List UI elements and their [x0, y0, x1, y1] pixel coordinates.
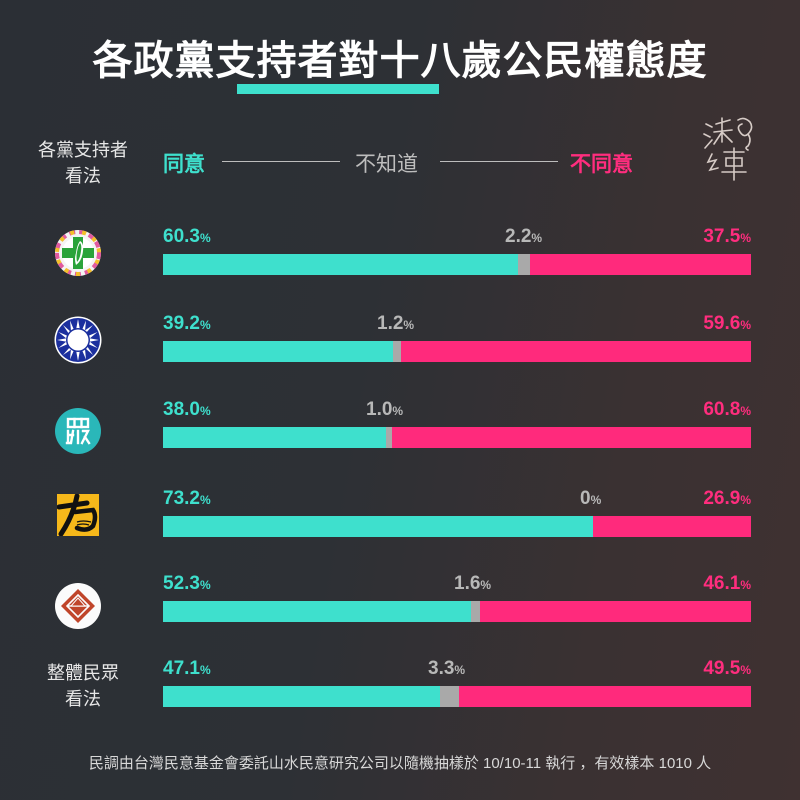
agree-value: 52.3% [163, 573, 211, 594]
overall-row-label: 整體民眾 看法 [28, 660, 138, 712]
bar-segment-agree [163, 601, 471, 622]
survey-footnote: 民調由台灣民意基金會委託山水民意研究公司以隨機抽樣於 10/10-11 執行 ，… [88, 755, 712, 772]
bar-segment-dont-know [439, 686, 460, 707]
kmt-logo-icon [54, 316, 102, 364]
disagree-value: 49.5% [703, 658, 751, 679]
bar-segment-agree [163, 516, 593, 537]
dont-know-value: 1.0% [366, 399, 404, 420]
row-label-line2: 看法 [65, 166, 101, 186]
title-prefix: 各政黨支持者對 [92, 38, 380, 84]
stacked-bar [163, 341, 751, 362]
stacked-bar [163, 601, 751, 622]
row-label-line1: 各黨支持者 [38, 140, 128, 160]
disagree-value: 59.6% [703, 313, 751, 334]
chart-row-npp: 73.2% 0% 26.9% [0, 488, 800, 568]
agree-value: 60.3% [163, 226, 211, 247]
bar-segment-disagree [592, 516, 751, 537]
agree-value: 39.2% [163, 313, 211, 334]
bar-segment-dont-know [393, 341, 401, 362]
bar-segment-agree [163, 686, 440, 707]
stacked-bar [163, 254, 751, 275]
chart-row-dpp: 60.3% 2.2% 37.5% [0, 226, 800, 306]
signature-logo-icon [703, 117, 753, 181]
title-highlight: 十八歲公民權 [379, 38, 626, 84]
agree-value: 73.2% [163, 488, 211, 509]
npp-logo-icon [57, 494, 99, 536]
page-title: 各政黨支持者對十八歲公民權態度 [0, 28, 800, 86]
legend-dont-know: 不知道 [355, 153, 418, 176]
bar-segment-dont-know [470, 601, 480, 622]
tsp-logo-icon [55, 583, 101, 629]
bar-segment-disagree [530, 254, 751, 275]
title-suffix: 態度 [625, 38, 708, 84]
disagree-value: 37.5% [703, 226, 751, 247]
legend-disagree: 不同意 [570, 153, 633, 176]
dont-know-value: 1.6% [454, 573, 492, 594]
dont-know-value: 0% [580, 488, 602, 509]
chart-row-tpp: 1.0% 38.0% 60.8% [0, 399, 800, 479]
bar-segment-disagree [392, 427, 751, 448]
disagree-value: 60.8% [703, 399, 751, 420]
row-label-header: 各黨支持者 看法 [28, 137, 138, 189]
dont-know-value: 2.2% [505, 226, 543, 247]
agree-value: 47.1% [163, 658, 211, 679]
bar-segment-agree [163, 341, 394, 362]
dpp-logo-icon [55, 230, 101, 276]
legend-agree: 同意 [163, 153, 205, 176]
disagree-value: 46.1% [703, 573, 751, 594]
stacked-bar [163, 686, 751, 707]
bar-segment-agree [163, 254, 518, 275]
stacked-bar [163, 516, 751, 537]
bar-segment-dont-know [386, 427, 393, 448]
overall-label-line1: 整體民眾 [47, 663, 119, 683]
bar-segment-disagree [400, 341, 751, 362]
dont-know-value: 1.2% [377, 313, 415, 334]
chart-row-kmt: 39.2% 1.2% 59.6% [0, 313, 800, 393]
tpp-logo-icon [55, 408, 101, 454]
chart-row-tsp: 52.3% 1.6% 46.1% [0, 573, 800, 653]
bar-segment-dont-know [517, 254, 531, 275]
title-highlight-underline [237, 84, 439, 94]
chart-row-overall: 47.1% 3.3% 49.5% [0, 658, 800, 738]
legend-divider-right [440, 161, 558, 162]
bar-segment-disagree [479, 601, 751, 622]
disagree-value: 26.9% [703, 488, 751, 509]
agree-value: 38.0% [163, 399, 211, 420]
dont-know-value: 3.3% [428, 658, 466, 679]
bar-segment-disagree [459, 686, 751, 707]
overall-label-line2: 看法 [65, 689, 101, 709]
legend-divider-left [222, 161, 340, 162]
stacked-bar [163, 427, 751, 448]
bar-segment-agree [163, 427, 387, 448]
